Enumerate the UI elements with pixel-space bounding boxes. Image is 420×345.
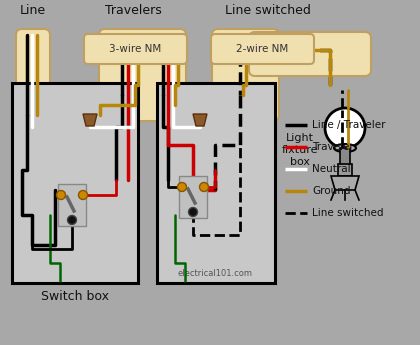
Text: Switch box: Switch box [41,290,109,304]
Circle shape [79,190,87,199]
Ellipse shape [334,144,356,152]
FancyBboxPatch shape [249,32,371,76]
Text: Neutral: Neutral [312,164,351,174]
Bar [179,176,207,218]
Polygon shape [193,114,207,126]
Bar [58,184,86,226]
Text: Traveler: Traveler [312,142,354,152]
Text: Line switched: Line switched [312,208,383,218]
Text: Line switched: Line switched [225,3,311,17]
Bar [12,83,138,283]
FancyBboxPatch shape [16,29,50,121]
FancyBboxPatch shape [211,34,314,64]
Text: Line: Line [20,3,46,17]
Polygon shape [83,114,97,126]
Text: 3-wire NM: 3-wire NM [109,44,161,54]
Circle shape [325,108,365,148]
Circle shape [68,216,76,225]
Circle shape [189,207,197,217]
Text: Line / Traveler: Line / Traveler [312,120,386,130]
Bar [340,148,350,166]
Circle shape [200,183,208,191]
FancyBboxPatch shape [99,29,186,121]
FancyBboxPatch shape [212,29,279,121]
Bar [157,83,275,283]
FancyBboxPatch shape [84,34,187,64]
Text: electrical101.com: electrical101.com [178,268,252,277]
Bar [338,164,352,176]
Text: Travelers: Travelers [105,3,161,17]
Circle shape [57,190,66,199]
Text: Ground: Ground [312,186,351,196]
Polygon shape [331,176,359,190]
Text: 2-wire NM: 2-wire NM [236,44,288,54]
Text: Light
fixture
box: Light fixture box [282,134,318,167]
Circle shape [178,183,186,191]
